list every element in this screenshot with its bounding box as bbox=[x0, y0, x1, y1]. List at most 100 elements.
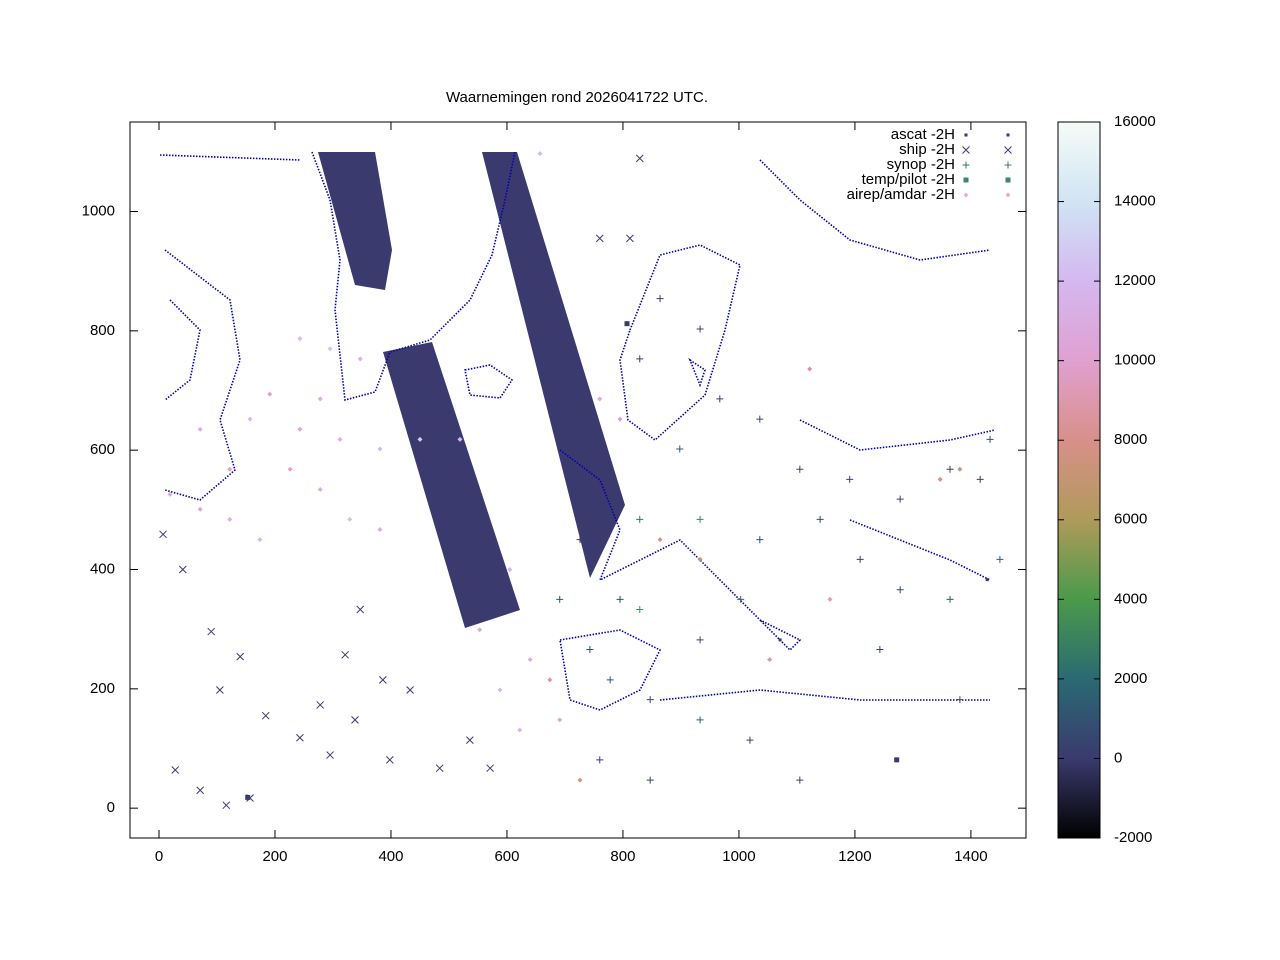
synop-point bbox=[646, 696, 654, 704]
airep-point bbox=[527, 657, 533, 663]
airep-point bbox=[227, 466, 233, 472]
synop-point bbox=[962, 161, 970, 169]
temp-point bbox=[1005, 177, 1011, 183]
coastline bbox=[464, 364, 514, 399]
airep-point bbox=[517, 727, 523, 733]
ship-point bbox=[635, 154, 644, 163]
x-tick-label: 800 bbox=[610, 848, 635, 865]
airep-point bbox=[537, 151, 543, 157]
synop-point bbox=[816, 515, 824, 523]
airep-point bbox=[557, 717, 563, 723]
temp-point bbox=[963, 177, 969, 183]
y-tick-label: 800 bbox=[90, 322, 115, 339]
synop-point bbox=[556, 595, 564, 603]
ship-point bbox=[378, 676, 387, 684]
airep-point bbox=[297, 336, 303, 342]
cb-tick-label: 12000 bbox=[1114, 272, 1156, 289]
airep-point bbox=[827, 596, 833, 602]
synop-point bbox=[716, 395, 724, 403]
ascat-point bbox=[418, 447, 422, 451]
ship-point bbox=[236, 652, 245, 661]
synop-point bbox=[896, 495, 904, 503]
airep-point bbox=[267, 391, 273, 397]
ship-point bbox=[216, 686, 224, 694]
synop-point bbox=[896, 586, 904, 594]
airep-point bbox=[617, 416, 623, 422]
airep-point bbox=[357, 356, 363, 362]
ship-point bbox=[1004, 146, 1012, 154]
legend-label: ascat -2H bbox=[891, 126, 955, 143]
x-tick-label: 400 bbox=[378, 848, 403, 865]
cb-tick-label: 10000 bbox=[1114, 352, 1156, 369]
ship-point bbox=[171, 766, 180, 774]
cb-tick-label: 8000 bbox=[1114, 431, 1147, 448]
ship-point bbox=[316, 701, 325, 709]
temp-point bbox=[624, 321, 630, 327]
airep-point bbox=[197, 506, 203, 512]
synop-point bbox=[696, 325, 704, 333]
synop-point bbox=[656, 295, 664, 303]
airep-point bbox=[377, 446, 383, 452]
ascat-point bbox=[1006, 133, 1010, 137]
airep-point bbox=[577, 777, 583, 783]
cb-tick-label: 6000 bbox=[1114, 511, 1147, 528]
airep-point bbox=[197, 426, 203, 432]
synop-point bbox=[586, 645, 594, 653]
synop-point bbox=[856, 555, 864, 563]
coastline bbox=[559, 449, 802, 711]
cb-tick-label: 4000 bbox=[1114, 590, 1147, 607]
airep-point bbox=[457, 436, 463, 442]
ship-point bbox=[385, 755, 394, 764]
synop-point bbox=[946, 465, 954, 473]
temp-point bbox=[894, 757, 900, 763]
synop-point bbox=[616, 595, 624, 603]
y-tick-label: 1000 bbox=[82, 202, 115, 219]
airep-point bbox=[297, 426, 303, 432]
ship-point bbox=[222, 801, 231, 810]
y-tick-label: 400 bbox=[90, 560, 115, 577]
ship-point bbox=[261, 711, 270, 720]
ship-point bbox=[296, 733, 304, 742]
synop-point bbox=[646, 776, 654, 784]
synop-point bbox=[1004, 161, 1012, 169]
ship-point bbox=[406, 686, 414, 694]
x-tick-label: 200 bbox=[262, 848, 287, 865]
coastline bbox=[159, 154, 301, 501]
airep-point bbox=[227, 516, 233, 522]
synop-point bbox=[606, 676, 614, 684]
synop-point bbox=[756, 536, 764, 544]
ascat-point bbox=[338, 177, 342, 181]
airep-point bbox=[807, 366, 813, 372]
synop-point bbox=[976, 475, 984, 483]
airep-point bbox=[547, 677, 553, 683]
airep-point bbox=[247, 416, 253, 422]
airep-point bbox=[657, 537, 663, 543]
ship-point bbox=[326, 751, 334, 759]
airep-point bbox=[317, 487, 323, 493]
ship-point bbox=[178, 565, 187, 574]
ship-point bbox=[207, 627, 216, 636]
airep-point bbox=[937, 476, 943, 482]
airep-point bbox=[507, 567, 513, 572]
airep-point bbox=[767, 657, 773, 663]
synop-point bbox=[636, 605, 644, 613]
ship-point bbox=[626, 234, 634, 243]
ascat-point bbox=[778, 638, 782, 642]
ship-point bbox=[356, 605, 365, 614]
airep-point bbox=[477, 627, 483, 633]
synop-point bbox=[796, 776, 804, 784]
synop-point bbox=[946, 595, 954, 603]
airep-point bbox=[257, 537, 263, 543]
ascat-point bbox=[348, 227, 352, 231]
airep-point bbox=[347, 516, 353, 522]
legend-label: airep/amdar -2H bbox=[847, 186, 955, 203]
cb-tick-label: -2000 bbox=[1114, 829, 1152, 846]
airep-point bbox=[337, 436, 343, 442]
y-tick-label: 0 bbox=[107, 799, 115, 816]
ascat-point bbox=[408, 357, 412, 361]
ship-point bbox=[159, 530, 167, 539]
coastline bbox=[619, 244, 741, 442]
synop-point bbox=[676, 445, 684, 453]
cb-tick-label: 16000 bbox=[1114, 113, 1156, 130]
ascat-point bbox=[603, 538, 607, 542]
